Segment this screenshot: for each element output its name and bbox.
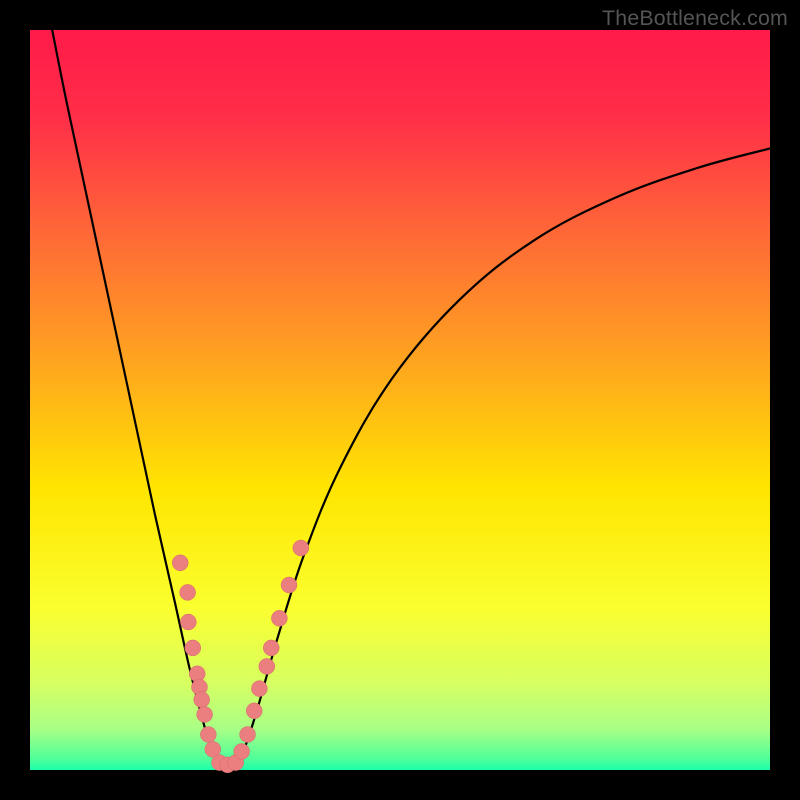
data-marker: [240, 726, 256, 742]
data-marker: [180, 584, 196, 600]
data-marker: [197, 707, 213, 723]
data-marker: [293, 540, 309, 556]
data-marker: [234, 744, 250, 760]
chart-svg: [0, 0, 800, 800]
chart-root: TheBottleneck.com: [0, 0, 800, 800]
data-marker: [246, 703, 262, 719]
plot-background: [30, 30, 770, 770]
data-marker: [200, 726, 216, 742]
data-marker: [259, 658, 275, 674]
watermark-text: TheBottleneck.com: [602, 6, 788, 31]
data-marker: [194, 692, 210, 708]
data-marker: [263, 640, 279, 656]
data-marker: [180, 614, 196, 630]
data-marker: [251, 681, 267, 697]
data-marker: [281, 577, 297, 593]
data-marker: [185, 640, 201, 656]
data-marker: [271, 610, 287, 626]
data-marker: [172, 555, 188, 571]
